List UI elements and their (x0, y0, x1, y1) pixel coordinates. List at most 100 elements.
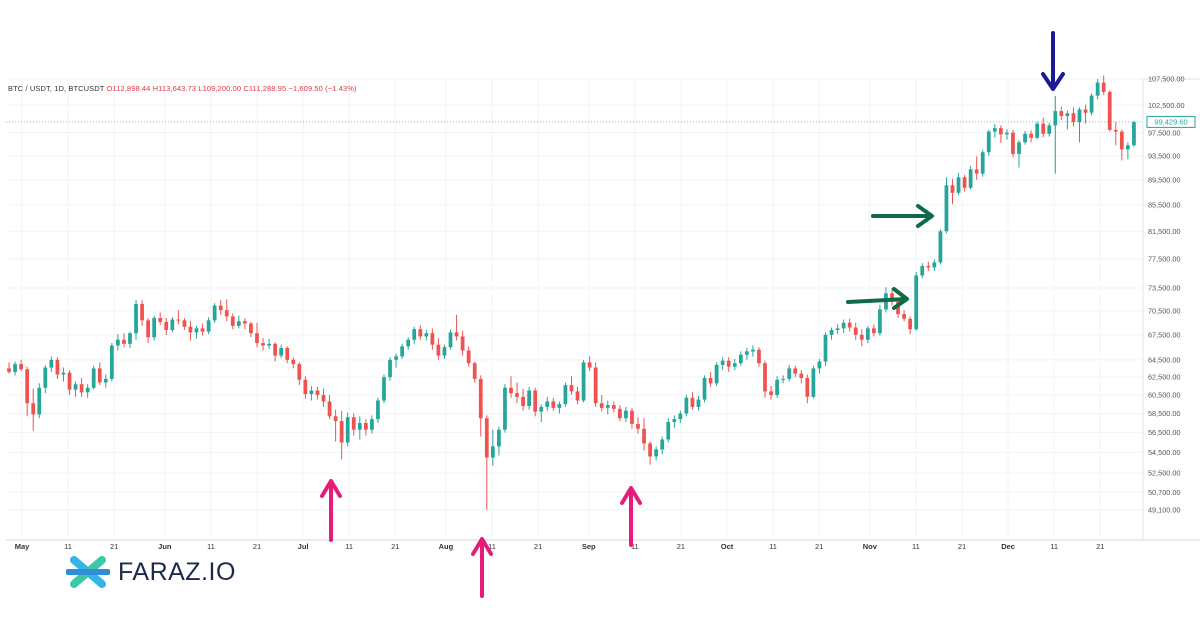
candle (702, 375, 707, 403)
candle (630, 407, 634, 429)
candle-body (255, 333, 259, 344)
candle (466, 346, 471, 367)
candle (357, 416, 362, 440)
candle (823, 332, 828, 366)
candle-body (847, 322, 852, 328)
candle-body (285, 348, 290, 360)
x-tick-label: 11 (345, 542, 353, 551)
candle (267, 338, 271, 349)
x-tick-label: 11 (769, 542, 777, 551)
candle-body (781, 378, 786, 380)
candle-body (563, 385, 568, 405)
candle (757, 347, 761, 367)
candle-body (357, 422, 362, 430)
candle-body (158, 317, 163, 322)
candle-body (243, 321, 247, 324)
candle (97, 362, 102, 386)
candle-body (678, 413, 683, 420)
candle-body (581, 362, 586, 401)
candle (1132, 120, 1136, 147)
candle-body (938, 231, 943, 263)
candle (230, 313, 235, 330)
candle-body (7, 368, 11, 372)
candle (557, 401, 562, 414)
candle (49, 356, 54, 372)
candle-body (43, 367, 48, 388)
candle-body (732, 363, 737, 367)
candle (847, 318, 852, 332)
y-tick-label: 97,500.00 (1148, 128, 1180, 137)
annotations (320, 31, 1065, 598)
candles (7, 75, 1136, 510)
candle (261, 338, 265, 351)
y-tick-label: 49,100.00 (1148, 505, 1180, 514)
y-tick-label: 64,500.00 (1148, 355, 1180, 364)
candle-body (932, 262, 937, 268)
candle (769, 386, 773, 400)
pink-arrow-up-icon (320, 479, 342, 542)
candle (285, 346, 290, 364)
candle (950, 179, 955, 205)
candle-body (986, 131, 991, 153)
candle (1065, 110, 1070, 130)
change-value: −1,609.50 (−1.43%) (288, 84, 357, 93)
candle (708, 371, 713, 387)
candle (587, 356, 592, 372)
candle-body (351, 417, 356, 430)
candle-body (672, 419, 677, 423)
candle-body (218, 305, 223, 311)
candle (376, 397, 380, 423)
candle (333, 409, 338, 442)
y-axis: 107,500.00 102,500.00 97,500.00 93,500.00 89… (1148, 75, 1185, 515)
x-tick-label: 21 (677, 542, 685, 551)
candle-body (261, 343, 265, 346)
candle (1071, 107, 1076, 127)
candle-body (611, 405, 616, 409)
green-arrow-right-icon (871, 204, 934, 228)
candle (835, 324, 840, 335)
candle (351, 413, 356, 436)
candle-body (527, 390, 532, 407)
candle-body (182, 320, 187, 327)
candle-body (249, 323, 253, 334)
candle-body (696, 399, 701, 407)
candle-body (865, 328, 870, 340)
candle-body (436, 344, 441, 356)
ohlc-header: BTC / USDT, 1D, BTCUSDT O112,898.44 H113… (8, 84, 357, 93)
candle-body (702, 378, 707, 400)
candle-body (1132, 122, 1136, 146)
candle (297, 362, 302, 386)
candle-body (200, 328, 205, 332)
candle-body (273, 343, 278, 356)
candle (170, 317, 175, 333)
candle-body (146, 320, 150, 338)
candle (999, 125, 1003, 143)
candle-body (557, 404, 562, 408)
candle-body (1035, 123, 1040, 138)
candle (321, 388, 326, 407)
candle-body (714, 364, 719, 384)
candle-body (79, 384, 84, 393)
candle-body (55, 359, 60, 375)
candle-body (569, 385, 574, 392)
candle (1041, 117, 1046, 138)
candle-body (974, 169, 979, 174)
candle (140, 300, 144, 326)
candle (527, 386, 532, 410)
candle (273, 342, 278, 362)
blue-arrow-down-icon (1041, 31, 1065, 91)
candle-body (999, 128, 1003, 135)
candle (551, 397, 556, 411)
candle (85, 384, 90, 398)
candle-body (478, 378, 483, 419)
candle (194, 325, 199, 339)
x-tick-label: 11 (912, 542, 920, 551)
x-tick-label: 21 (1096, 542, 1104, 551)
candle-body (170, 319, 175, 330)
candle-body (388, 359, 392, 378)
candle-body (370, 419, 374, 430)
candle-body (599, 403, 604, 408)
x-tick-label: 21 (391, 542, 399, 551)
